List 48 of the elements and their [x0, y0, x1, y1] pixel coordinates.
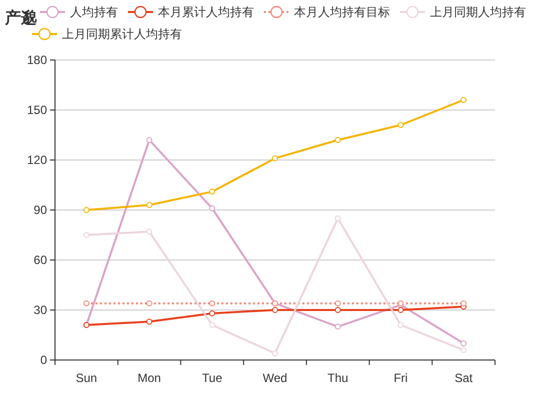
x-tick-label: Sat: [454, 371, 474, 385]
point: [334, 300, 341, 306]
point: [146, 318, 152, 325]
legend-label: 本月人均持有目标: [294, 5, 390, 19]
point: [83, 232, 90, 238]
point: [460, 300, 467, 306]
y-tick-label: 30: [34, 303, 48, 317]
point: [460, 347, 467, 353]
point: [83, 300, 90, 306]
point: [460, 340, 467, 346]
x-tick-label: Thu: [328, 371, 348, 385]
point: [334, 215, 341, 222]
legend-label: 上月同期人均持有: [430, 5, 526, 19]
x-tick-label: Tue: [202, 371, 223, 385]
legend-label: 上月同期累计人均持有: [62, 27, 182, 41]
point: [272, 307, 278, 313]
point: [209, 205, 216, 212]
point: [334, 137, 341, 143]
y-tick-label: 0: [40, 353, 48, 367]
y-tick-label: 90: [34, 203, 48, 217]
point: [209, 310, 216, 316]
point: [146, 228, 152, 235]
point: [209, 300, 216, 306]
y-tick-label: 120: [26, 153, 48, 167]
point: [146, 202, 152, 208]
point: [398, 122, 404, 128]
point: [334, 324, 341, 330]
y-tick-label: 60: [34, 253, 48, 267]
legend-label: 本月累计人均持有: [158, 5, 254, 19]
point: [146, 137, 152, 143]
point: [272, 350, 278, 356]
point: [272, 155, 278, 162]
point: [83, 207, 90, 213]
point: [398, 307, 404, 313]
legend-label: 人均持有: [70, 5, 118, 19]
point: [460, 97, 467, 103]
x-tick-label: Mon: [138, 371, 161, 385]
point: [209, 322, 216, 328]
y-tick-label: 150: [26, 103, 48, 117]
y-tick-label: 180: [26, 53, 48, 67]
x-tick-label: Sun: [76, 371, 98, 385]
title: 产邈: [5, 10, 37, 27]
x-tick-label: Fri: [394, 371, 408, 385]
point: [146, 300, 152, 306]
point: [398, 322, 404, 328]
point: [209, 188, 216, 195]
x-tick-label: Wed: [262, 371, 288, 385]
point: [334, 307, 341, 313]
